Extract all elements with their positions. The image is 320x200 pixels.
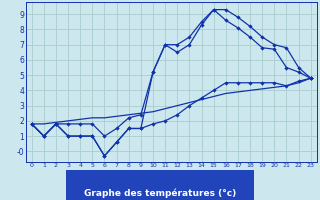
Text: Graphe des températures (°c): Graphe des températures (°c): [84, 188, 236, 198]
